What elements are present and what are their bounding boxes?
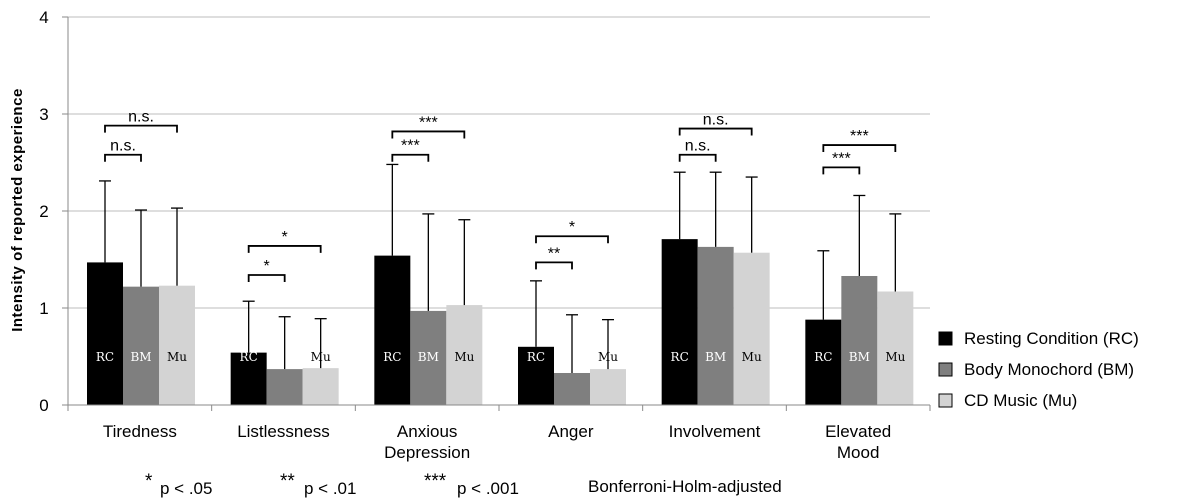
footnote-text: p < .001 xyxy=(457,479,519,498)
bar-label: BM xyxy=(849,350,870,364)
significance-bracket xyxy=(822,166,861,175)
category-label: Listlessness xyxy=(237,422,330,441)
bar-label: RC xyxy=(96,350,114,364)
significance-brackets: n.s.n.s.***********n.s.n.s.****** xyxy=(104,109,897,283)
footnote-stars: ** xyxy=(280,471,295,492)
significance-bracket xyxy=(535,235,609,244)
legend-swatch xyxy=(938,393,953,408)
gridlines xyxy=(68,16,930,309)
bar-rc xyxy=(87,262,123,405)
significance-label: *** xyxy=(832,150,851,167)
significance-label: *** xyxy=(419,114,438,131)
bar-label: Mu xyxy=(885,350,905,364)
bar-mu xyxy=(877,291,914,405)
y-tick-label: 3 xyxy=(39,105,48,124)
category-label: Anger xyxy=(548,422,594,441)
category-label-line: Anger xyxy=(548,422,594,441)
footnote-note: Bonferroni-Holm-adjusted xyxy=(588,477,782,496)
legend-swatch xyxy=(938,362,953,377)
footnote-stars: * xyxy=(145,471,153,492)
category-label: Elevated Mood xyxy=(825,422,891,462)
significance-bracket xyxy=(535,261,573,270)
bar-label: Mu xyxy=(742,350,762,364)
category-label-line: Depression xyxy=(384,443,470,462)
significance-bracket xyxy=(247,274,286,283)
x-category-labels: Tiredness Listlessness Anxious DepressionAn… xyxy=(103,422,891,462)
category-label-line: Mood xyxy=(837,443,880,462)
bar-bm xyxy=(841,275,878,405)
bar-label: RC xyxy=(240,350,258,364)
category-label-line: Tiredness xyxy=(103,422,177,441)
legend-entry: Body Monochord (BM) xyxy=(964,360,1134,379)
significance-label: n.s. xyxy=(685,138,711,155)
significance-label: *** xyxy=(850,128,869,145)
category-label-line: Listlessness xyxy=(237,422,330,441)
axes xyxy=(62,16,931,411)
bar-bm xyxy=(266,369,303,405)
legend-swatch xyxy=(938,331,953,346)
category-label-line: Elevated xyxy=(825,422,891,441)
significance-bracket xyxy=(247,245,322,253)
bar-rc xyxy=(230,352,267,405)
significance-bracket xyxy=(391,130,466,139)
legend-entry: Resting Condition (RC) xyxy=(964,329,1139,348)
bar-label: BM xyxy=(705,350,726,364)
significance-label: n.s. xyxy=(110,138,136,155)
bar-label: BM xyxy=(130,350,151,364)
bar-label: RC xyxy=(671,350,689,364)
significance-bracket xyxy=(678,153,717,162)
bar-label: BM xyxy=(418,350,439,364)
bar-mu xyxy=(446,305,483,405)
error-bars xyxy=(99,163,902,373)
y-tick-label: 1 xyxy=(39,299,48,318)
legend: Resting Condition (RC) Body Monochord (BM… xyxy=(938,329,1139,410)
bar-mu xyxy=(590,369,626,405)
footnote-text: p < .05 xyxy=(160,479,212,498)
y-tick-label: 0 xyxy=(39,396,48,415)
significance-bracket xyxy=(104,124,178,133)
bar-mu xyxy=(159,285,195,405)
significance-label: ** xyxy=(548,245,560,262)
significance-label: * xyxy=(264,258,270,275)
category-label: Tiredness xyxy=(103,422,177,441)
bar-rc xyxy=(374,255,411,405)
significance-label: n.s. xyxy=(703,112,729,129)
significance-bracket xyxy=(678,127,753,136)
significance-bracket xyxy=(822,144,897,153)
bar-label: Mu xyxy=(454,350,474,364)
footnote: * p < .05 ** p < .01 *** p < .001 Bonferroni-H… xyxy=(145,471,782,498)
y-tick-labels: 0 1 2 3 4 xyxy=(39,8,48,415)
bar-rc xyxy=(805,319,842,405)
legend-entry: CD Music (Mu) xyxy=(964,391,1077,410)
bar-bm xyxy=(123,286,159,405)
significance-bracket xyxy=(391,153,430,162)
bar-label: RC xyxy=(383,350,401,364)
y-tick-label: 4 xyxy=(39,8,48,27)
bar-bm xyxy=(554,372,590,405)
y-axis-label: Intensity of reported experience xyxy=(9,88,26,332)
bar-label: RC xyxy=(527,350,545,364)
significance-label: * xyxy=(569,219,575,236)
bar-bm xyxy=(697,246,734,405)
footnote-text: p < .01 xyxy=(304,479,356,498)
bar-label: Mu xyxy=(167,350,187,364)
y-tick-label: 2 xyxy=(39,202,48,221)
footnote-stars: *** xyxy=(424,471,447,492)
bar-mu xyxy=(302,368,339,405)
category-label-line: Anxious xyxy=(397,422,457,441)
category-label-line: Involvement xyxy=(669,422,761,441)
bar-rc xyxy=(661,239,698,405)
bar-mu xyxy=(733,252,770,405)
significance-bracket xyxy=(104,153,142,162)
significance-label: n.s. xyxy=(128,109,154,126)
bar-bm xyxy=(410,310,447,405)
bar-label: RC xyxy=(814,350,832,364)
category-label: Anxious Depression xyxy=(384,422,470,462)
significance-label: * xyxy=(282,229,288,246)
significance-label: *** xyxy=(401,138,420,155)
category-label: Involvement xyxy=(669,422,761,441)
bar-rc xyxy=(518,346,554,405)
